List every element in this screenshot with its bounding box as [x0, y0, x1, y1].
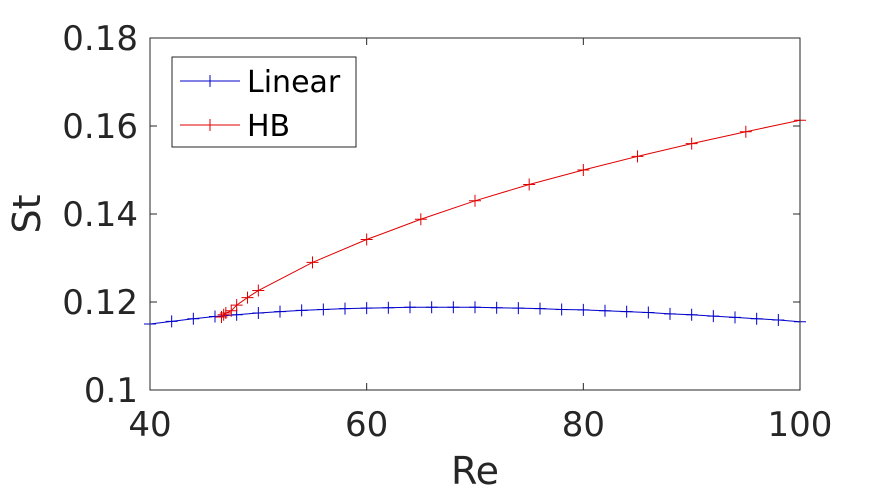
data-point [490, 301, 503, 314]
x-tick-label: 60 [345, 405, 388, 445]
data-point [729, 311, 741, 324]
data-point [577, 303, 590, 316]
y-tick-label: 0.14 [62, 195, 138, 235]
data-point [631, 150, 644, 163]
data-point [230, 299, 243, 312]
data-point [306, 256, 319, 269]
data-point [620, 305, 633, 318]
data-point [295, 304, 308, 317]
legend-marker [204, 119, 216, 131]
data-point [360, 233, 373, 246]
data-point [555, 303, 568, 316]
y-tick-label: 0.1 [84, 371, 138, 411]
data-point [360, 302, 373, 315]
data-point [165, 315, 178, 328]
data-point [217, 308, 230, 321]
x-axis-label: Re [451, 449, 499, 493]
data-point [469, 301, 481, 314]
data-point [225, 304, 238, 317]
x-tick-label: 100 [768, 405, 833, 445]
legend-entry-hb: HB [180, 109, 290, 144]
data-point [219, 307, 232, 319]
data-point [599, 304, 611, 317]
legend-entries: Linear HB [180, 65, 341, 144]
ticks-layer [149, 37, 801, 391]
data-point [664, 307, 676, 320]
legend-entry-linear: Linear [180, 65, 341, 100]
data-point [252, 284, 265, 297]
y-tick-label: 0.18 [62, 19, 138, 59]
legend-marker [204, 75, 216, 87]
data-point [577, 164, 590, 176]
data-point [685, 137, 698, 150]
data-point [750, 312, 763, 325]
data-point [512, 302, 525, 315]
data-point [523, 178, 536, 191]
x-tick-label: 40 [128, 405, 171, 445]
data-point [685, 308, 698, 321]
data-point [425, 301, 438, 314]
data-point [447, 301, 460, 314]
data-point [252, 307, 265, 319]
data-point [534, 302, 546, 315]
data-point [241, 291, 254, 304]
y-axis-label: St [5, 194, 49, 233]
data-point [707, 310, 720, 323]
legend-label: HB [247, 109, 290, 144]
tick-labels-layer: 40 60 80 100 0.1 0.12 0.14 0.16 0.18 [62, 19, 832, 445]
data-point [414, 213, 427, 226]
legend-box [171, 56, 357, 148]
data-point [317, 303, 330, 316]
y-tick-label: 0.12 [62, 283, 138, 323]
legend-label: Linear [247, 65, 341, 100]
data-point [404, 301, 416, 314]
data-point [382, 301, 395, 314]
data-point [772, 314, 785, 327]
y-tick-label: 0.16 [62, 107, 138, 147]
x-tick-label: 80 [562, 405, 605, 445]
data-point [469, 194, 481, 207]
data-point [642, 306, 655, 319]
data-point [339, 302, 351, 315]
data-point [274, 305, 286, 318]
legend: Linear HB [171, 56, 357, 148]
data-point [187, 312, 200, 325]
data-point [739, 125, 752, 138]
